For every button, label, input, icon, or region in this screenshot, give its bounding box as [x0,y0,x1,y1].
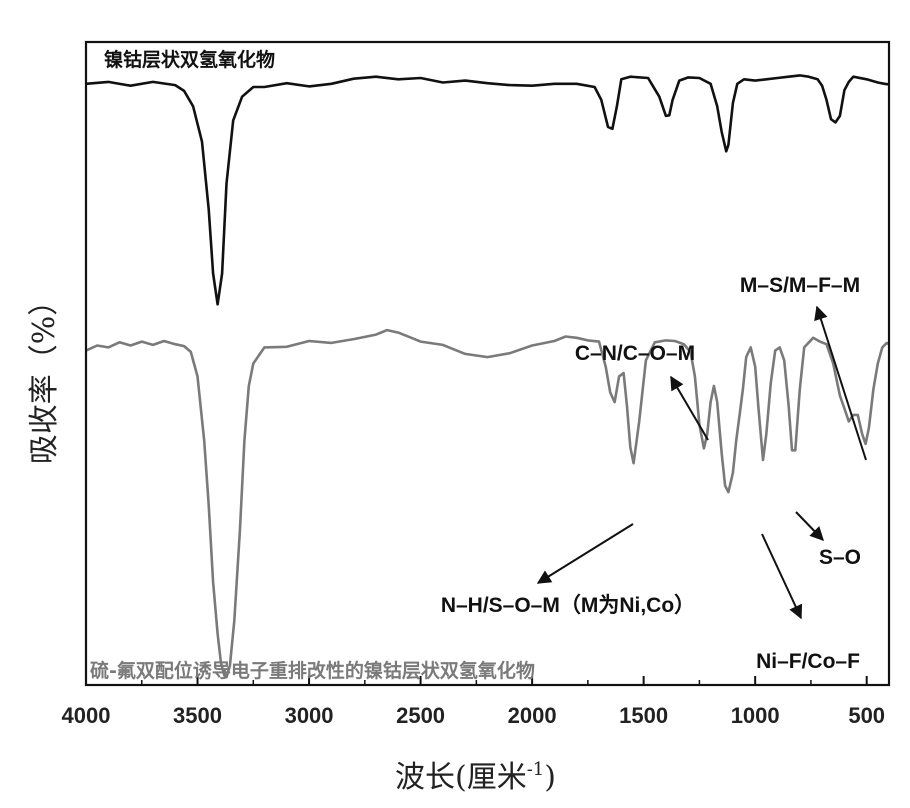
annotation-label: S–O [819,546,861,569]
x-axis-ticks: 4000 3500 3000 2500 2000 1500 1000 500 [62,676,885,728]
plot-frame [84,40,891,687]
series-line-1 [85,74,890,306]
series-label-1: 镍钴层状双氢氧化物 [104,48,275,71]
annotation-arrow [670,375,709,441]
series-label-2: 硫-氟双配位诱导电子重排改性的镍钴层状双氢氧化物 [90,659,535,682]
x-tick-label: 500 [848,703,885,728]
annotation-label: C–N/C–O–M [575,342,695,365]
x-tick-label: 1000 [731,703,780,728]
x-tick-label: 2000 [508,703,557,728]
x-axis-title: 波长(厘米-1) [395,759,556,795]
x-tick-label: 3000 [285,703,334,728]
annotation-arrow [814,305,867,461]
annotation-arrow [795,511,824,542]
y-axis-title: 吸收率（%） [27,286,62,465]
x-tick-label: 3500 [173,703,222,728]
annotation-label: M–S/M–F–M [740,274,860,297]
annotation-label: N–H/S–O–M（M为Ni,Co） [441,593,695,617]
series-line-2 [85,328,890,679]
annotations: M–S/M–F–M C–N/C–O–M N–H/S–O–M（M为Ni,Co） S–O N… [441,274,867,673]
annotation-arrow [536,523,634,584]
x-tick-label: 2500 [396,703,445,728]
annotation-arrow [761,533,803,620]
series-layer [85,74,890,679]
annotation-label: Ni–F/Co–F [756,650,860,673]
x-tick-label: 4000 [62,703,111,728]
x-tick-label: 1500 [619,703,668,728]
